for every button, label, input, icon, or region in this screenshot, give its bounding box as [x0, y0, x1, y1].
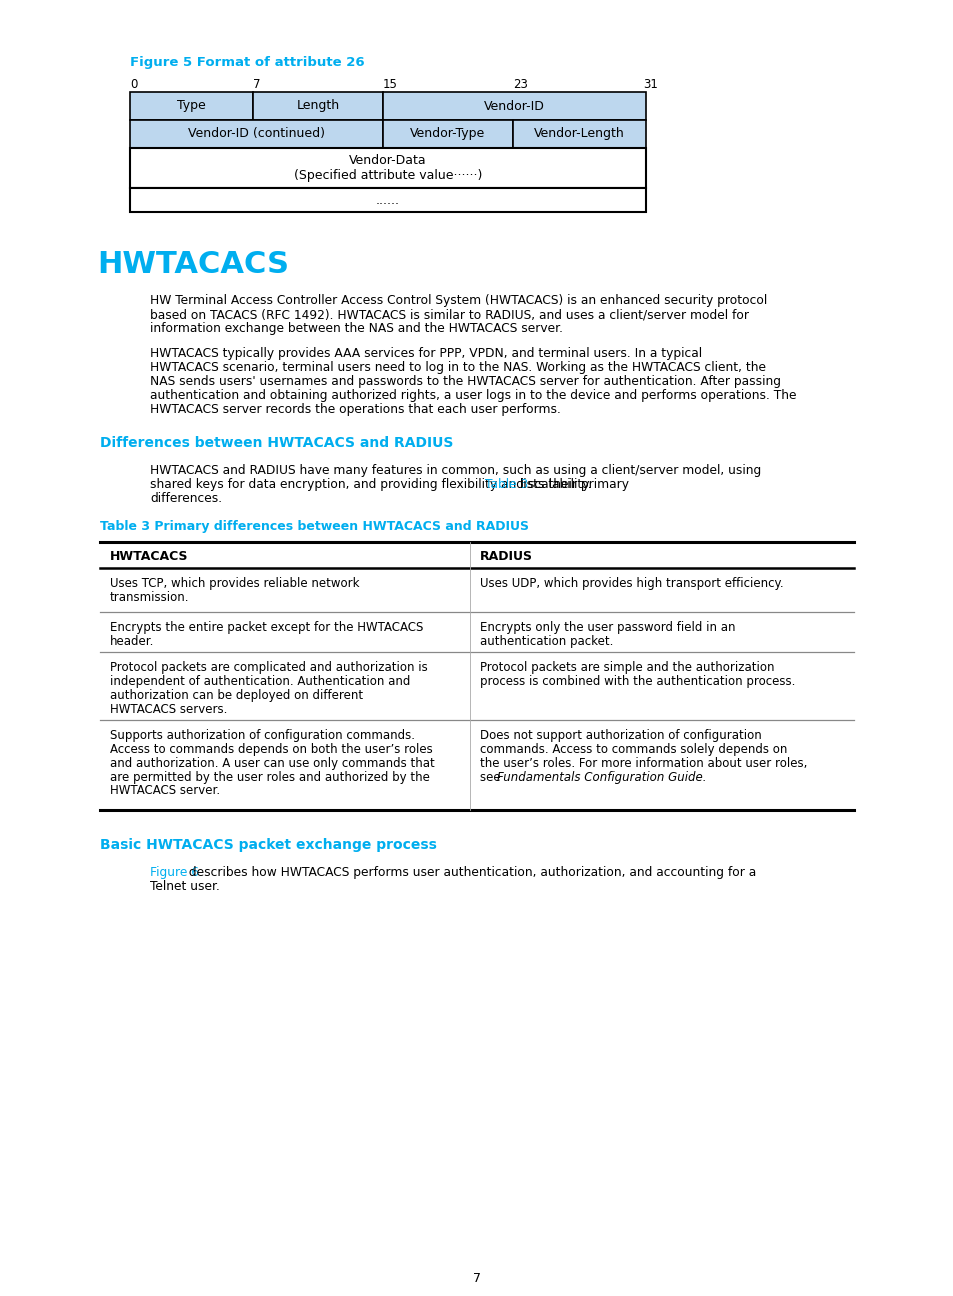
- Bar: [130, 92, 253, 121]
- Text: describes how HWTACACS performs user authentication, authorization, and accounti: describes how HWTACACS performs user aut…: [185, 866, 756, 879]
- Text: shared keys for data encryption, and providing flexibility and scalability.: shared keys for data encryption, and pro…: [150, 478, 595, 491]
- Text: Telnet user.: Telnet user.: [150, 880, 219, 893]
- Bar: [382, 121, 513, 148]
- Bar: [130, 121, 382, 148]
- Text: see: see: [479, 771, 504, 784]
- Text: Vendor-Length: Vendor-Length: [534, 127, 624, 140]
- Text: Length: Length: [296, 100, 339, 113]
- Text: 7: 7: [473, 1271, 480, 1286]
- Text: differences.: differences.: [150, 492, 222, 505]
- Text: ......: ......: [375, 193, 399, 206]
- Bar: [130, 188, 645, 213]
- Text: HWTACACS scenario, terminal users need to log in to the NAS. Working as the HWTA: HWTACACS scenario, terminal users need t…: [150, 360, 765, 373]
- Text: Table 3: Table 3: [484, 478, 528, 491]
- Text: Uses TCP, which provides reliable network: Uses TCP, which provides reliable networ…: [110, 577, 359, 590]
- Text: Basic HWTACACS packet exchange process: Basic HWTACACS packet exchange process: [100, 839, 436, 853]
- Text: Vendor-ID: Vendor-ID: [483, 100, 544, 113]
- Text: NAS sends users' usernames and passwords to the HWTACACS server for authenticati: NAS sends users' usernames and passwords…: [150, 375, 781, 388]
- Bar: [513, 121, 645, 148]
- Text: Figure 5 Format of attribute 26: Figure 5 Format of attribute 26: [130, 56, 364, 69]
- Text: Encrypts the entire packet except for the HWTACACS: Encrypts the entire packet except for th…: [110, 621, 423, 634]
- Text: commands. Access to commands solely depends on: commands. Access to commands solely depe…: [479, 743, 786, 756]
- Text: and authorization. A user can use only commands that: and authorization. A user can use only c…: [110, 757, 435, 770]
- Text: based on TACACS (RFC 1492). HWTACACS is similar to RADIUS, and uses a client/ser: based on TACACS (RFC 1492). HWTACACS is …: [150, 308, 748, 321]
- Text: (Specified attribute value······): (Specified attribute value······): [294, 170, 481, 183]
- Text: Supports authorization of configuration commands.: Supports authorization of configuration …: [110, 730, 415, 743]
- Text: 7: 7: [253, 78, 260, 91]
- Text: transmission.: transmission.: [110, 591, 190, 604]
- Text: process is combined with the authentication process.: process is combined with the authenticat…: [479, 675, 795, 688]
- Text: Differences between HWTACACS and RADIUS: Differences between HWTACACS and RADIUS: [100, 435, 453, 450]
- Text: HWTACACS server records the operations that each user performs.: HWTACACS server records the operations t…: [150, 403, 560, 416]
- Text: HWTACACS typically provides AAA services for PPP, VPDN, and terminal users. In a: HWTACACS typically provides AAA services…: [150, 346, 701, 359]
- Text: Protocol packets are simple and the authorization: Protocol packets are simple and the auth…: [479, 661, 774, 674]
- Text: authentication packet.: authentication packet.: [479, 635, 613, 648]
- Text: Protocol packets are complicated and authorization is: Protocol packets are complicated and aut…: [110, 661, 427, 674]
- Text: 15: 15: [382, 78, 397, 91]
- Text: independent of authentication. Authentication and: independent of authentication. Authentic…: [110, 675, 410, 688]
- Text: Vendor-Type: Vendor-Type: [410, 127, 485, 140]
- Text: lists their primary: lists their primary: [516, 478, 628, 491]
- Text: HWTACACS servers.: HWTACACS servers.: [110, 702, 227, 715]
- Text: Access to commands depends on both the user’s roles: Access to commands depends on both the u…: [110, 743, 433, 756]
- Text: HW Terminal Access Controller Access Control System (HWTACACS) is an enhanced se: HW Terminal Access Controller Access Con…: [150, 294, 766, 307]
- Text: HWTACACS: HWTACACS: [110, 550, 189, 562]
- Text: HWTACACS server.: HWTACACS server.: [110, 784, 220, 797]
- Text: header.: header.: [110, 635, 154, 648]
- Bar: [382, 92, 645, 121]
- Text: Figure 6: Figure 6: [150, 866, 199, 879]
- Text: authentication and obtaining authorized rights, a user logs in to the device and: authentication and obtaining authorized …: [150, 389, 796, 402]
- Text: RADIUS: RADIUS: [479, 550, 533, 562]
- Text: Vendor-ID (continued): Vendor-ID (continued): [188, 127, 325, 140]
- Text: 31: 31: [642, 78, 658, 91]
- Text: Table 3 Primary differences between HWTACACS and RADIUS: Table 3 Primary differences between HWTA…: [100, 520, 529, 533]
- Text: HWTACACS and RADIUS have many features in common, such as using a client/server : HWTACACS and RADIUS have many features i…: [150, 464, 760, 477]
- Text: information exchange between the NAS and the HWTACACS server.: information exchange between the NAS and…: [150, 323, 562, 336]
- Text: Type: Type: [177, 100, 206, 113]
- Text: Does not support authorization of configuration: Does not support authorization of config…: [479, 730, 760, 743]
- Text: are permitted by the user roles and authorized by the: are permitted by the user roles and auth…: [110, 771, 430, 784]
- Text: authorization can be deployed on different: authorization can be deployed on differe…: [110, 688, 363, 702]
- Text: Encrypts only the user password field in an: Encrypts only the user password field in…: [479, 621, 735, 634]
- Text: the user’s roles. For more information about user roles,: the user’s roles. For more information a…: [479, 757, 806, 770]
- Text: 0: 0: [130, 78, 137, 91]
- Text: Uses UDP, which provides high transport efficiency.: Uses UDP, which provides high transport …: [479, 577, 782, 590]
- Bar: [253, 92, 382, 121]
- Bar: [130, 148, 645, 188]
- Text: HWTACACS: HWTACACS: [97, 250, 289, 279]
- Text: Fundamentals Configuration Guide.: Fundamentals Configuration Guide.: [497, 771, 706, 784]
- Text: Vendor-Data: Vendor-Data: [349, 154, 426, 167]
- Text: 23: 23: [513, 78, 527, 91]
